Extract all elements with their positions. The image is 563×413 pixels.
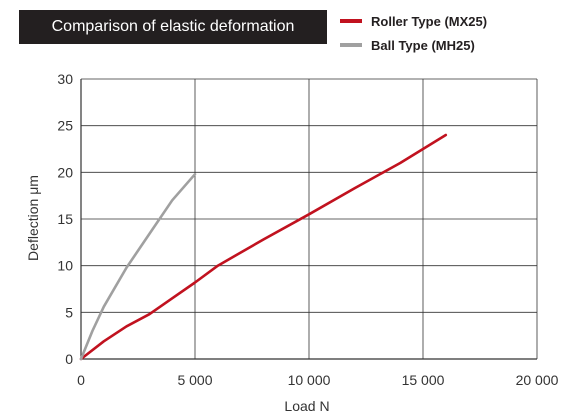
legend: Roller Type (MX25) Ball Type (MH25) [340,14,487,53]
y-tick-label: 20 [57,164,73,180]
series-line-ball-type [81,174,195,359]
x-tick-label: 0 [77,372,85,388]
legend-label-ball-type: Ball Type (MH25) [371,38,475,53]
y-tick-label: 30 [57,71,73,87]
grid-lines [81,79,537,359]
x-tick-label: 10 000 [288,372,331,388]
x-tick-label: 5 000 [177,372,212,388]
y-tick-label: 15 [57,211,73,227]
x-axis-label: Load N [284,398,329,413]
series-line-roller-type [81,135,446,359]
legend-label-roller-type: Roller Type (MX25) [371,14,487,29]
x-tick-label: 20 000 [516,372,559,388]
y-tick-label: 0 [65,351,73,367]
y-tick-label: 5 [65,304,73,320]
tick-labels: 0 5 10 15 20 25 30 0 5 000 10 000 15 000 20 000 [57,71,558,388]
series-lines [81,135,446,359]
y-tick-label: 25 [57,118,73,134]
x-tick-label: 15 000 [402,372,445,388]
y-axis-label: Deflection μm [25,175,41,261]
y-tick-label: 10 [57,258,73,274]
